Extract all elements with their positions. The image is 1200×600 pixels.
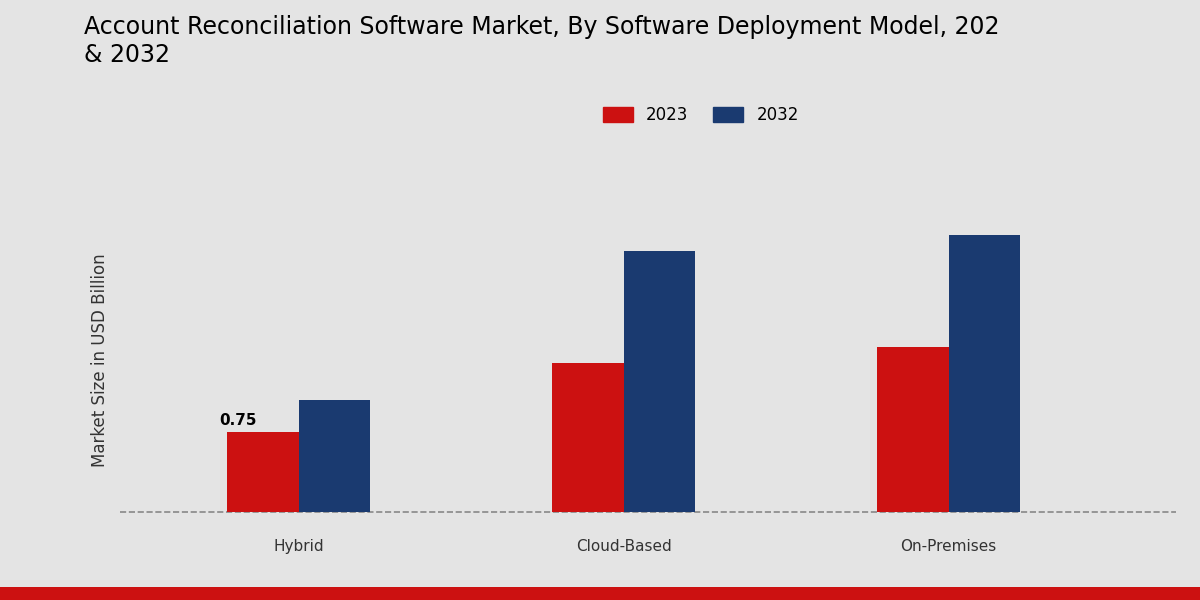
Text: 0.75: 0.75: [218, 413, 257, 428]
Bar: [877, 347, 948, 512]
Bar: [624, 251, 695, 512]
Legend: 2023, 2032: 2023, 2032: [596, 100, 805, 131]
Text: Account Reconciliation Software Market, By Software Deployment Model, 202
& 2032: Account Reconciliation Software Market, …: [84, 15, 1000, 67]
Y-axis label: Market Size in USD Billion: Market Size in USD Billion: [91, 253, 109, 467]
Bar: [552, 362, 624, 512]
Bar: [948, 235, 1020, 512]
Bar: [299, 400, 370, 512]
Bar: [227, 432, 299, 512]
